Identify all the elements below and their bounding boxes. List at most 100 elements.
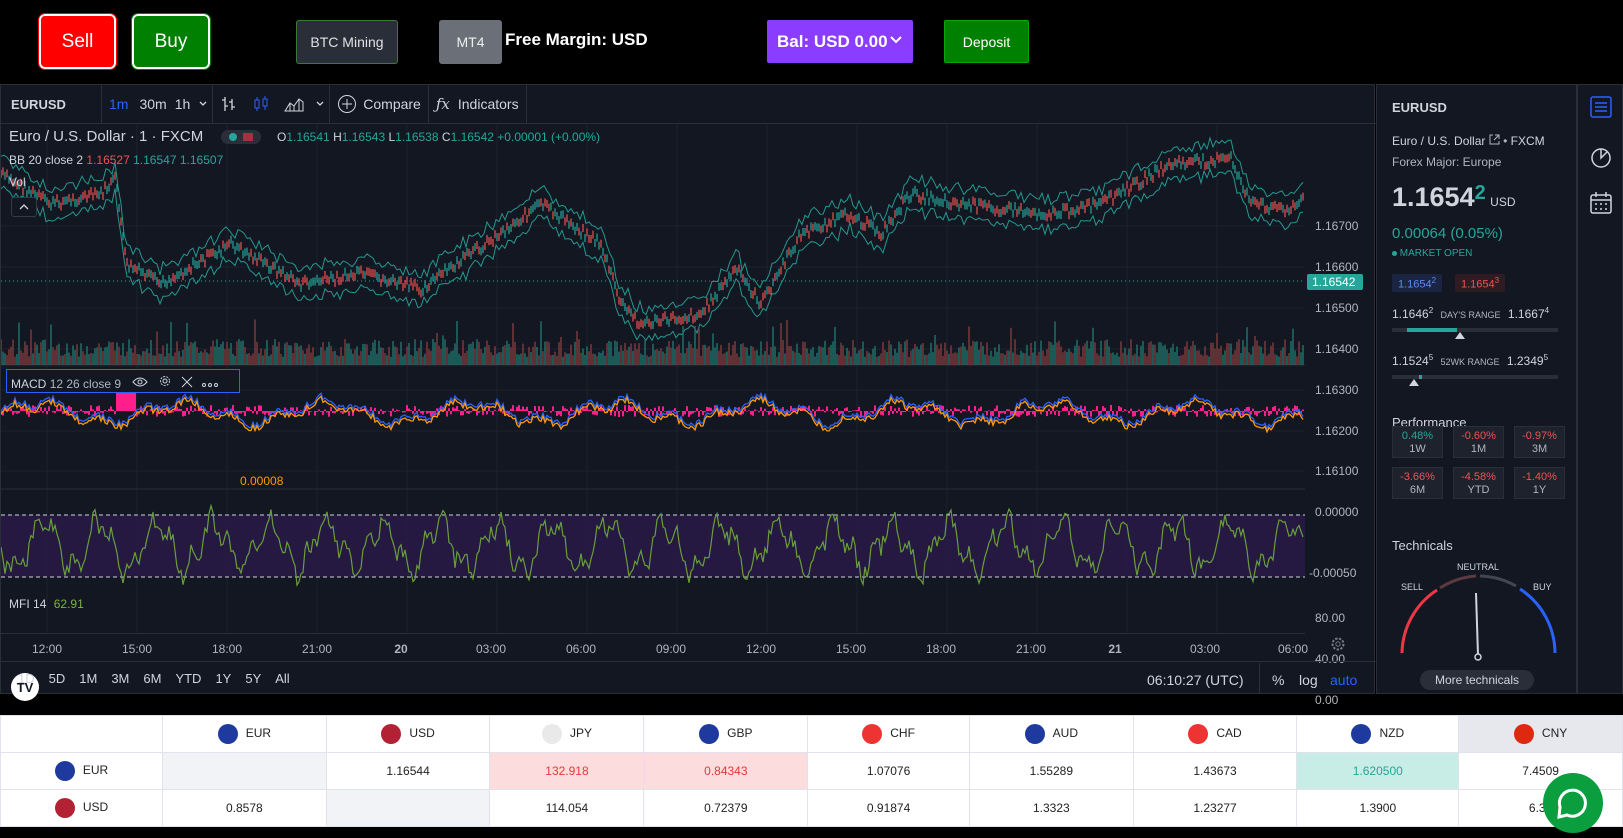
area-chart-icon[interactable] xyxy=(277,85,311,124)
rate-cell[interactable]: 0.8578 xyxy=(162,789,327,827)
log-toggle[interactable]: log xyxy=(1299,672,1318,688)
panel-name[interactable]: Euro / U.S. Dollar xyxy=(1392,134,1486,148)
chat-button[interactable] xyxy=(1543,773,1603,833)
divider xyxy=(212,84,214,124)
performance-cell-1m: -0.60% 1M xyxy=(1453,426,1504,458)
rate-cell[interactable]: 1.3900 xyxy=(1296,789,1460,827)
range-6m[interactable]: 6M xyxy=(143,671,162,686)
symbol-search[interactable]: EURUSD xyxy=(11,96,66,112)
chart-pie-icon[interactable] xyxy=(1587,143,1615,171)
rate-cell[interactable]: 0.72379 xyxy=(643,789,809,827)
interval-1m[interactable]: 1m xyxy=(109,96,129,112)
time-axis[interactable]: 12:00 15:00 18:00 21:00 20 03:00 06:00 0… xyxy=(1,633,1308,661)
wk-low: 1.15245 xyxy=(1392,353,1434,368)
column-label: GBP xyxy=(727,726,753,741)
interval-1h[interactable]: 1h xyxy=(174,96,191,112)
column-header-usd[interactable]: USD xyxy=(325,715,491,753)
bar-chart-icon[interactable] xyxy=(213,85,245,124)
column-header-cad[interactable]: CAD xyxy=(1132,715,1298,753)
column-label: NZD xyxy=(1379,726,1405,741)
column-header-cny[interactable]: CNY xyxy=(1458,715,1623,753)
range-1d[interactable]: 1D xyxy=(18,671,35,686)
rate-cell[interactable]: 1.23277 xyxy=(1132,789,1298,827)
rate-cell[interactable]: 132.918 xyxy=(489,752,645,790)
deposit-button[interactable]: Deposit xyxy=(944,20,1029,63)
price-tick: 1.16200 xyxy=(1315,424,1359,438)
chart-widget: EURUSD 1m 30m 1h Compare ƒx Indicators xyxy=(0,84,1376,707)
mt4-button[interactable]: MT4 xyxy=(439,20,502,64)
column-header-aud[interactable]: AUD xyxy=(968,715,1134,753)
row-header-usd[interactable]: USD xyxy=(0,789,163,827)
range-3m[interactable]: 3M xyxy=(111,671,130,686)
chart-plot[interactable] xyxy=(1,124,1305,633)
range-ytd[interactable]: YTD xyxy=(175,671,202,686)
range-1m[interactable]: 1M xyxy=(79,671,98,686)
external-link-icon[interactable] xyxy=(1489,134,1500,148)
close-icon[interactable] xyxy=(181,376,196,391)
btc-mining-button[interactable]: BTC Mining xyxy=(296,20,398,64)
indicators-button[interactable]: ƒx Indicators xyxy=(429,85,526,124)
rate-cell[interactable]: 1.43673 xyxy=(1132,752,1298,790)
row-header-eur[interactable]: EUR xyxy=(0,752,163,790)
column-label: AUD xyxy=(1052,726,1078,741)
macd-label: MACD xyxy=(11,377,47,391)
rate-cell[interactable]: 114.054 xyxy=(489,789,645,827)
gauge-needle xyxy=(1475,592,1479,656)
eye-icon[interactable] xyxy=(132,377,151,391)
mfi-params: 14 xyxy=(33,597,47,611)
sell-button[interactable]: Sell xyxy=(38,13,117,70)
macd-legend[interactable]: MACD 12 26 close 9 xyxy=(6,369,240,393)
range-5d[interactable]: 5D xyxy=(48,671,66,686)
price-tick: 1.16100 xyxy=(1315,464,1359,478)
rate-cell[interactable]: 0.91874 xyxy=(807,789,970,827)
gauge-buy-label: BUY xyxy=(1533,582,1552,592)
macd-tick: 0.00000 xyxy=(1315,505,1359,519)
more-technicals-button[interactable]: More technicals xyxy=(1420,670,1534,690)
column-header-nzd[interactable]: NZD xyxy=(1296,715,1460,753)
candlestick-icon[interactable] xyxy=(245,85,277,124)
column-header-jpy[interactable]: JPY xyxy=(489,715,645,753)
flag-usd-icon xyxy=(54,798,75,818)
watchlist-icon[interactable] xyxy=(1587,93,1615,121)
rate-cell[interactable]: 1.620500 xyxy=(1296,752,1460,790)
rate-cell[interactable]: 1.07076 xyxy=(807,752,970,790)
rate-cell[interactable]: 1.55289 xyxy=(968,752,1134,790)
technicals-gauge[interactable] xyxy=(1392,555,1567,675)
table-row: EUR 1.16544 132.918 0.84343 1.07076 1.55289 1.… xyxy=(0,752,1623,790)
chevron-down-icon[interactable] xyxy=(194,85,212,124)
more-icon[interactable] xyxy=(202,377,219,391)
rate-cell[interactable]: 1.3323 xyxy=(968,789,1134,827)
gear-icon[interactable] xyxy=(1329,635,1347,658)
range-all[interactable]: All xyxy=(275,671,290,686)
percent-toggle[interactable]: % xyxy=(1272,672,1285,688)
column-label: CAD xyxy=(1216,726,1242,741)
column-header-chf[interactable]: CHF xyxy=(807,715,970,753)
status-dots xyxy=(221,130,262,145)
interval-30m[interactable]: 30m xyxy=(139,96,167,112)
column-header-eur[interactable]: EUR xyxy=(162,715,327,753)
bb-label: BB 20 close 2 xyxy=(9,153,84,167)
range-1y[interactable]: 1Y xyxy=(215,671,232,686)
collapse-button[interactable] xyxy=(11,197,37,217)
time-tick: 20 xyxy=(394,642,408,656)
auto-toggle[interactable]: auto xyxy=(1330,672,1358,688)
price-axis[interactable]: 1.16700 1.16600 1.16500 1.16400 1.16300 … xyxy=(1305,124,1375,633)
column-header-gbp[interactable]: GBP xyxy=(643,715,809,753)
gear-icon[interactable] xyxy=(158,376,175,391)
utc-clock[interactable]: 06:10:27 (UTC) xyxy=(1147,672,1244,688)
buy-button[interactable]: Buy xyxy=(131,13,211,70)
time-tick: 12:00 xyxy=(745,642,777,656)
compare-button[interactable]: Compare xyxy=(330,85,428,124)
rate-cell[interactable]: 0.84343 xyxy=(643,752,809,790)
rate-cell[interactable] xyxy=(325,789,491,827)
tradingview-logo[interactable]: TV xyxy=(11,673,39,701)
range-5y[interactable]: 5Y xyxy=(245,671,262,686)
chevron-down-icon[interactable] xyxy=(311,85,329,124)
day-high: 1.16674 xyxy=(1507,306,1550,321)
rate-cell[interactable] xyxy=(162,752,327,790)
calendar-icon[interactable] xyxy=(1587,189,1615,217)
performance-cell-6m: -3.66% 6M xyxy=(1392,467,1443,499)
column-label: JPY xyxy=(569,726,592,741)
rate-cell[interactable]: 1.16544 xyxy=(325,752,491,790)
balance-dropdown[interactable]: Bal: USD 0.00 xyxy=(767,20,913,63)
